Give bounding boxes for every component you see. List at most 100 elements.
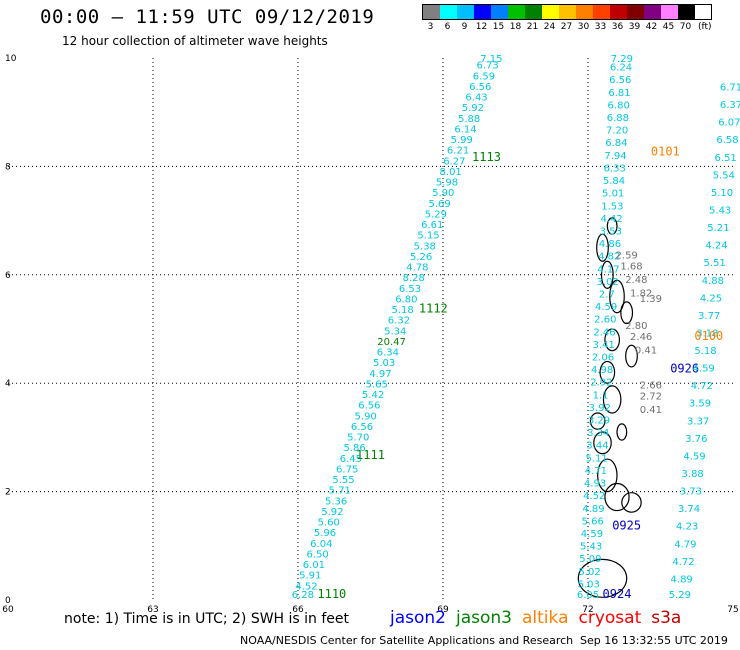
track-value-label: 5.02 [578,567,600,578]
track-id-label: 0924 [603,587,632,601]
satellite-jason2: jason2 [390,608,446,628]
track-value-label: 6.32 [388,316,410,327]
track-value-label: 5.86 [343,443,365,454]
track-value-label: 5.29 [425,209,447,220]
legend-swatch [559,5,576,19]
track-id-label: 0926 [670,361,699,375]
low-value-label: 2.66 [640,381,662,392]
legend-label: 24 [543,22,556,32]
island-outline [577,558,628,598]
satellite-s3a: s3a [651,608,682,628]
legend-label: 36 [611,22,624,32]
track-value-label: 5.15 [417,231,439,242]
track-id-label: 0101 [651,145,680,159]
low-value-label: 0.41 [640,405,662,416]
track-value-label: 5.11 [586,453,608,464]
page-subtitle: 12 hour collection of altimeter wave hei… [62,34,328,48]
legend-swatch [610,5,627,19]
track-value-label: 5.55 [332,475,354,486]
island-outline [589,412,606,430]
track-value-label: 6.04 [310,539,332,550]
track-value-label: 2.46 [593,327,615,338]
track-value-label: 6.27 [443,156,465,167]
track-value-label: 5.42 [362,390,384,401]
legend-label: 12 [475,22,488,32]
legend-label: 33 [594,22,607,32]
track-value-label: 5.92 [321,507,343,518]
track-value-label: 6.37 [720,100,740,111]
legend-swatch [474,5,491,19]
x-tick-label: 63 [147,605,158,615]
track-value-label: 4.89 [582,504,604,515]
y-tick-label: 10 [5,54,17,64]
island-outline [602,385,622,414]
track-value-label: 6.33 [604,163,626,174]
track-value-label: 5.18 [391,305,413,316]
track-value-label: 6.56 [358,401,380,412]
legend-label: 70 [679,22,692,32]
legend-label: 15 [492,22,505,32]
track-id-label: 1110 [317,587,346,601]
track-value-label: 6.21 [447,146,469,157]
track-value-label: 4.89 [671,574,693,585]
island-outline [621,492,642,513]
legend-label: 27 [560,22,573,32]
track-value-label: 3.73 [680,487,702,498]
low-value-label: 2.59 [616,251,638,262]
x-tick-label: 69 [437,605,449,615]
y-tick-label: 8 [5,162,11,172]
track-value-label: 3.92 [589,403,611,414]
island-outline [625,344,638,368]
track-id-label: 0925 [612,519,641,533]
track-value-label: 7.15 [480,54,502,65]
x-tick-label: 66 [292,605,304,615]
island-outline [593,431,612,455]
track-value-label: 1.53 [601,201,623,212]
track-value-label: 6.14 [454,124,476,135]
track-value-label: 6.58 [716,135,738,146]
track-value-label: 6.56 [609,75,631,86]
track-value-label: 8.28 [403,273,425,284]
legend-swatch [508,5,525,19]
legend-swatch [491,5,508,19]
track-value-label: 3.44 [586,441,608,452]
x-tick-label: 72 [582,605,593,615]
track-value-label: 6.71 [720,83,740,94]
track-value-label: 2.92 [590,378,612,389]
track-value-label: 3.59 [689,399,711,410]
track-value-label: 7.20 [606,126,628,137]
track-value-label: 7.94 [604,151,626,162]
track-value-label: 6.75 [336,464,358,475]
track-value-label: 5.26 [410,252,432,263]
satellite-altika: altika [522,608,569,628]
track-value-label: 4.52 [295,581,317,592]
track-value-label: 5.71 [329,486,351,497]
low-value-label: 1.82 [630,288,652,299]
track-value-label: 5.91 [299,571,321,582]
track-value-label: 4.72 [691,381,713,392]
track-value-label: 4.98 [591,365,613,376]
legend-label: 3 [427,22,434,32]
track-value-label: 6.51 [715,153,737,164]
footer-credit: NOAA/NESDIS Center for Satellite Applica… [240,634,574,647]
x-tick-label: 60 [2,605,14,615]
legend-swatch [627,5,644,19]
track-value-label: 6.01 [303,560,325,571]
track-value-label: 4.59 [683,451,705,462]
track-value-label: 5.36 [325,496,347,507]
legend-swatch [576,5,593,19]
track-value-label: 4.71 [585,466,607,477]
track-value-label: 4.59 [595,302,617,313]
low-value-label: 2.80 [625,321,647,332]
page-title: 00:00 – 11:59 UTC 09/12/2019 [40,6,375,28]
track-value-label: 5.88 [458,114,480,125]
track-value-label: 3.74 [678,504,700,515]
island-outline [609,279,625,314]
track-value-label: 3.34 [587,428,609,439]
y-tick-label: 0 [5,596,11,606]
island-outline [600,260,614,289]
track-value-label: 5.66 [582,516,604,527]
y-tick-label: 4 [5,379,11,389]
track-value-label: 3.76 [685,434,707,445]
